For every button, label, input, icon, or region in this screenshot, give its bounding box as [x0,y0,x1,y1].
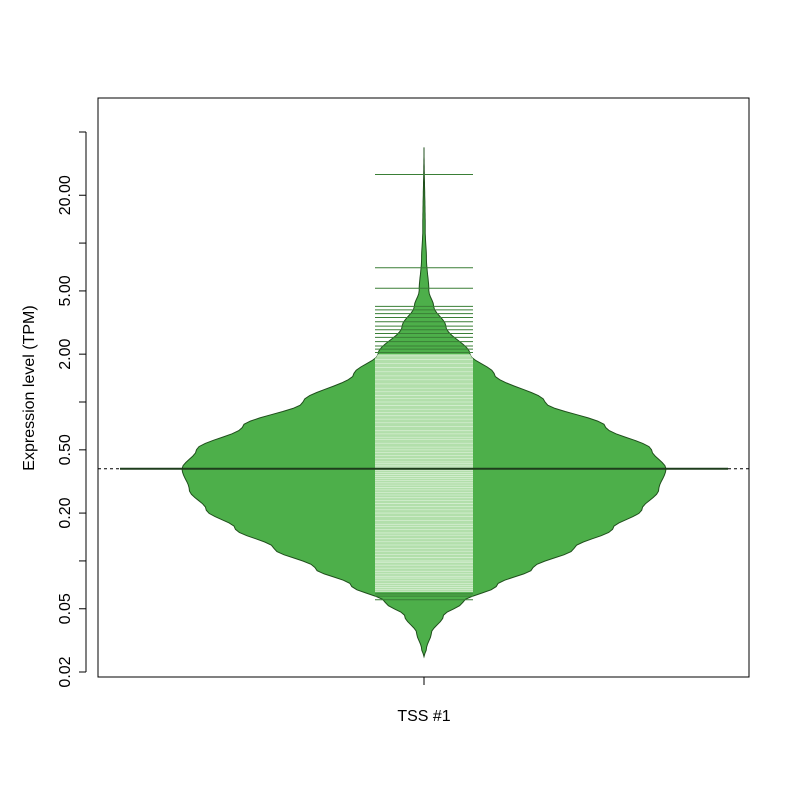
x-axis: TSS #1 [397,677,451,725]
y-tick-label: 2.00 [57,338,74,369]
y-axis: 0.02 0.05 0.20 0.50 2.00 5.00 20.00 [57,131,87,688]
y-tick-label: 0.02 [57,656,74,687]
y-tick-label: 5.00 [57,275,74,306]
y-tick-label: 0.20 [57,497,74,528]
y-tick-label: 20.00 [57,175,74,215]
bean-line-box [375,354,473,592]
y-tick-label: 0.50 [57,434,74,465]
x-tick-label: TSS #1 [397,708,450,725]
y-axis-title: Expression level (TPM) [21,305,38,470]
y-tick-label: 0.05 [57,593,74,624]
bean-lines [375,174,473,601]
